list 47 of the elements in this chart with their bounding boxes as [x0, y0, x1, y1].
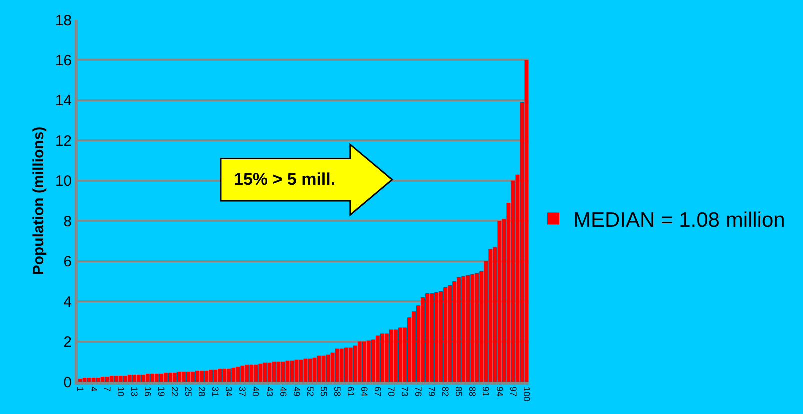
x-tick-label: 16: [142, 386, 153, 397]
x-tick-label: 85: [454, 386, 464, 397]
x-tick-label: 25: [184, 386, 194, 397]
y-tick-label: 18: [55, 12, 72, 30]
x-tick-label: 91: [481, 386, 492, 397]
y-tick-label: 16: [55, 52, 72, 70]
x-tick-label: 40: [251, 386, 262, 397]
x-tick-label: 82: [440, 386, 451, 397]
x-tick-label: 88: [468, 386, 478, 397]
x-tick-label: 55: [318, 386, 329, 397]
x-tick-label: 1: [75, 386, 86, 392]
x-tick-label: 10: [116, 386, 126, 397]
x-tick-label: 34: [224, 386, 234, 397]
y-axis-title: Population (millions): [30, 126, 48, 276]
x-tick-label: 49: [292, 386, 302, 397]
x-tick-label: 70: [386, 386, 397, 397]
x-tick-label: 76: [414, 386, 424, 397]
x-tick-label: 4: [88, 386, 99, 392]
x-tick-label: 7: [102, 386, 112, 392]
y-tick-label: 4: [64, 294, 72, 311]
x-tick-label: 31: [210, 386, 221, 397]
x-tick-label: 19: [156, 386, 167, 397]
x-tick-label: 61: [346, 386, 356, 397]
x-tick-label: 79: [427, 386, 438, 397]
y-tick-label: 2: [64, 334, 72, 352]
annotation: 15% > 5 mill.: [234, 170, 336, 189]
y-tick-label: 6: [64, 254, 72, 271]
y-tick-label: 12: [55, 132, 72, 150]
y-tick-label: 10: [55, 173, 72, 190]
x-tick-label: 58: [332, 386, 342, 397]
legend-label: MEDIAN = 1.08 million: [574, 208, 786, 232]
x-tick-label: 52: [305, 386, 316, 397]
y-tick-label: 0: [64, 374, 72, 392]
x-tick-label: 94: [494, 386, 505, 397]
x-tick-label: 28: [197, 386, 208, 397]
y-tick-label: 14: [55, 92, 72, 110]
y-tick-label: 8: [64, 213, 72, 230]
x-tick-label: 73: [400, 386, 410, 397]
x-tick-label: 43: [264, 386, 275, 397]
x-tick-label: 13: [129, 386, 140, 397]
x-tick-label: 100: [522, 386, 532, 402]
x-tick-label: 97: [508, 386, 518, 397]
x-tick-label: 64: [359, 386, 370, 397]
x-tick-label: 46: [278, 386, 288, 397]
x-tick-label: 67: [372, 386, 383, 397]
x-tick-label: 37: [238, 386, 248, 397]
x-tick-label: 22: [170, 386, 180, 397]
